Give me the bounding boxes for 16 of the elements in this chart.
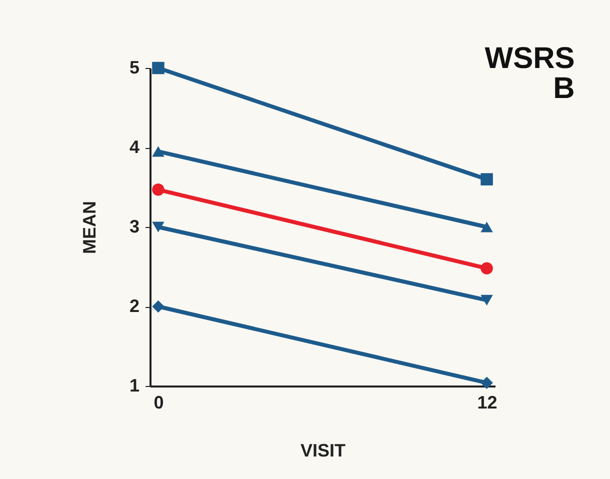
y-tick-label: 5 — [129, 58, 140, 78]
y-axis-title: MEAN — [79, 201, 100, 254]
y-tick-label: 1 — [129, 376, 140, 396]
x-tick-label: 12 — [477, 392, 498, 412]
point — [480, 262, 493, 274]
x-axis-title: VISIT — [300, 440, 346, 460]
point — [480, 376, 493, 389]
y-tick-label: 4 — [129, 137, 140, 157]
point — [152, 300, 164, 313]
point — [152, 62, 164, 74]
y-tick-label: 3 — [129, 216, 140, 236]
chart-title: WSRS B — [484, 42, 575, 105]
point — [480, 173, 493, 186]
y-tick-label: 2 — [129, 296, 140, 316]
x-tick-label: 0 — [154, 392, 164, 412]
point — [152, 184, 164, 196]
